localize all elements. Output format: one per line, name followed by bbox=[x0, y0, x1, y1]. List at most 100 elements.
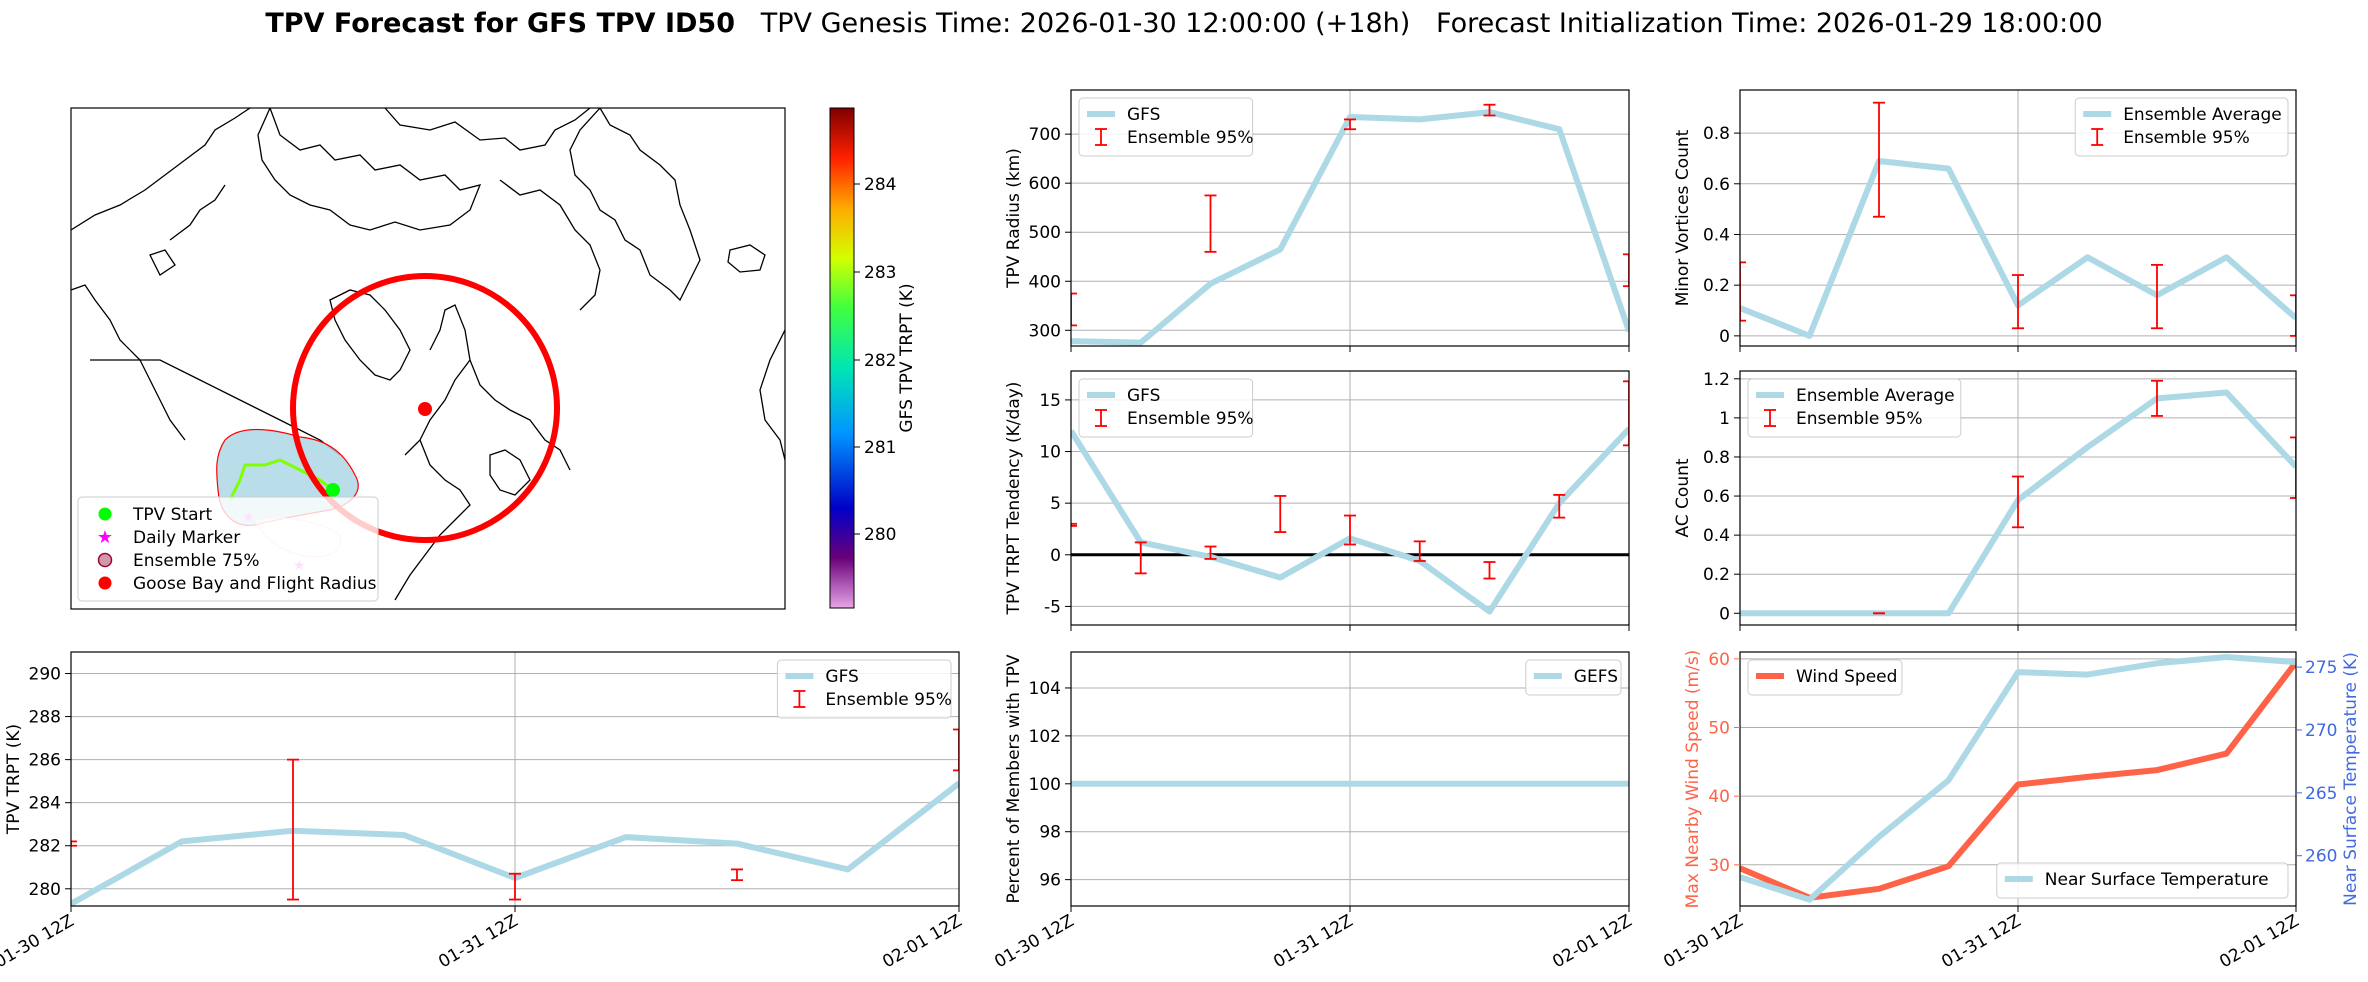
plot-area bbox=[1740, 101, 2296, 339]
y-tick-label: 700 bbox=[1029, 125, 1061, 145]
legend-box bbox=[2074, 97, 2289, 157]
y2-axis-label: Near Surface Temperature (K) bbox=[2341, 652, 2361, 906]
y-tick-label: 0.4 bbox=[1703, 225, 1730, 245]
y-tick-label: 284 bbox=[29, 794, 61, 814]
colorbar-tick: 281 bbox=[864, 438, 896, 458]
magenta-star-icon: ★ bbox=[97, 527, 113, 548]
y-tick-label: 100 bbox=[1029, 775, 1061, 795]
y-axis-label: Minor Vortices Count bbox=[1673, 129, 1693, 306]
plot-area bbox=[1071, 380, 1629, 615]
legend-label: GFS bbox=[1127, 386, 1160, 406]
legend-box bbox=[1078, 97, 1254, 157]
map-legend: TPV Start ★ Daily Marker Ensemble 75% Go… bbox=[77, 496, 379, 602]
x-tick-label: 02-01 12Z bbox=[2216, 911, 2302, 972]
y-tick-label: 0.6 bbox=[1703, 487, 1730, 507]
plot-area bbox=[1740, 654, 2296, 903]
legend-box bbox=[776, 659, 952, 719]
y-tick-label: 0.4 bbox=[1703, 526, 1730, 546]
y-tick-label: 288 bbox=[29, 708, 61, 728]
legend-label: Ensemble 95% bbox=[1127, 409, 1254, 429]
y-axis-label: TPV Radius (km) bbox=[1004, 148, 1024, 289]
y-tick-label: 280 bbox=[29, 880, 61, 900]
y-tick-label: 10 bbox=[1039, 443, 1061, 463]
y-tick-label: 300 bbox=[1029, 321, 1061, 341]
y-tick-label: 0 bbox=[1719, 604, 1730, 624]
colorbar-tick: 282 bbox=[864, 351, 896, 371]
ac-count-chart: 0 0.2 0.4 0.6 0.8 1 1.2 AC Count Ensemble Averag… bbox=[1673, 370, 2297, 631]
y-tick-label: 600 bbox=[1029, 174, 1061, 194]
legend-label: Ensemble Average bbox=[1796, 386, 1955, 406]
legend-box bbox=[1996, 862, 2289, 899]
legend-label: Ensemble 95% bbox=[1127, 128, 1254, 148]
red-dot-icon bbox=[98, 576, 112, 590]
plot-area bbox=[1740, 379, 2296, 617]
x-tick-label: 02-01 12Z bbox=[1549, 911, 1635, 972]
legend-label: Ensemble Average bbox=[2123, 105, 2282, 125]
legend-label: Near Surface Temperature bbox=[2045, 870, 2269, 890]
goose-bay-marker bbox=[418, 402, 432, 416]
y2-tick-label: 260 bbox=[2305, 847, 2337, 867]
x-tick-label: 01-30 12Z bbox=[991, 911, 1077, 972]
y-axis-label: Max Nearby Wind Speed (m/s) bbox=[1683, 650, 1703, 909]
legend-label: GEFS bbox=[1574, 667, 1618, 687]
y-axis-label: TPV TRPT Tendency (K/day) bbox=[1004, 382, 1024, 616]
y-tick-label: 1.2 bbox=[1703, 370, 1730, 390]
legend-label: Wind Speed bbox=[1796, 667, 1897, 687]
legend-label: GFS bbox=[1127, 105, 1160, 125]
x-tick-label: 01-30 12Z bbox=[0, 911, 78, 972]
y-tick-label: 40 bbox=[1708, 787, 1730, 807]
legend: GFS Ensemble 95% bbox=[776, 659, 952, 719]
colorbar-tick: 283 bbox=[864, 263, 896, 283]
legend-box bbox=[1525, 659, 1622, 696]
map-legend-label-2: Daily Marker bbox=[133, 528, 240, 548]
title-bold: TPV Forecast for GFS TPV ID50 bbox=[265, 8, 735, 39]
green-dot-icon bbox=[98, 507, 112, 521]
map-panel: ★ ★ TPV Start ★ Daily Marker Ensemble 75… bbox=[70, 107, 917, 610]
x-tick-label: 01-31 12Z bbox=[435, 911, 521, 972]
y-tick-label: 0 bbox=[1719, 327, 1730, 347]
legend-label: Ensemble 95% bbox=[825, 690, 952, 710]
figure-title: TPV Forecast for GFS TPV ID50 TPV Genesi… bbox=[265, 8, 2102, 39]
legend: GFS Ensemble 95% bbox=[1078, 378, 1254, 438]
map-legend-label-3: Ensemble 75% bbox=[133, 551, 260, 571]
y2-tick-label: 275 bbox=[2305, 658, 2337, 678]
y2-tick-label: 270 bbox=[2305, 721, 2337, 741]
y-tick-label: 290 bbox=[29, 665, 61, 685]
colorbar bbox=[829, 107, 855, 609]
map-coastlines bbox=[71, 108, 785, 601]
legend: Wind Speed bbox=[1747, 659, 1903, 696]
trpt-chart: 280 282 284 286 288 290 TPV TRPT (K) 01-30 12Z 0… bbox=[0, 651, 966, 972]
minor-vortices-chart: 0 0.2 0.4 0.6 0.8 Minor Vortices Count Ensembl… bbox=[1673, 89, 2297, 352]
legend: GFS Ensemble 95% bbox=[1078, 97, 1254, 157]
y-tick-label: 5 bbox=[1050, 494, 1061, 514]
y-tick-label: 0 bbox=[1050, 546, 1061, 566]
legend-label: Ensemble 95% bbox=[1796, 409, 1923, 429]
y-tick-label: 98 bbox=[1039, 823, 1061, 843]
legend-label: GFS bbox=[825, 667, 858, 687]
y-tick-label: -5 bbox=[1044, 597, 1061, 617]
y-tick-label: 102 bbox=[1029, 727, 1061, 747]
series-line-near-surface-temperature bbox=[1740, 654, 2296, 903]
title-rest: TPV Genesis Time: 2026-01-30 12:00:00 (+… bbox=[760, 8, 2103, 39]
x-tick-label: 02-01 12Z bbox=[879, 911, 965, 972]
colorbar-label: GFS TPV TRPT (K) bbox=[897, 283, 917, 432]
legend: GEFS bbox=[1525, 659, 1622, 696]
plot-area bbox=[1071, 103, 1629, 346]
y-tick-label: 0.8 bbox=[1703, 124, 1730, 144]
map-legend-label-4: Goose Bay and Flight Radius bbox=[133, 574, 377, 594]
plot-area bbox=[71, 728, 959, 906]
x-tick-label: 01-31 12Z bbox=[1270, 911, 1356, 972]
y-tick-label: 0.8 bbox=[1703, 448, 1730, 468]
colorbar-tick: 280 bbox=[864, 525, 896, 545]
legend: Ensemble Average Ensemble 95% bbox=[1747, 378, 1962, 438]
legend-box bbox=[1078, 378, 1254, 438]
y-tick-label: 104 bbox=[1029, 679, 1061, 699]
y-tick-label: 30 bbox=[1708, 856, 1730, 876]
y-tick-label: 60 bbox=[1708, 650, 1730, 670]
legend-box bbox=[1747, 659, 1903, 696]
y-tick-label: 50 bbox=[1708, 719, 1730, 739]
